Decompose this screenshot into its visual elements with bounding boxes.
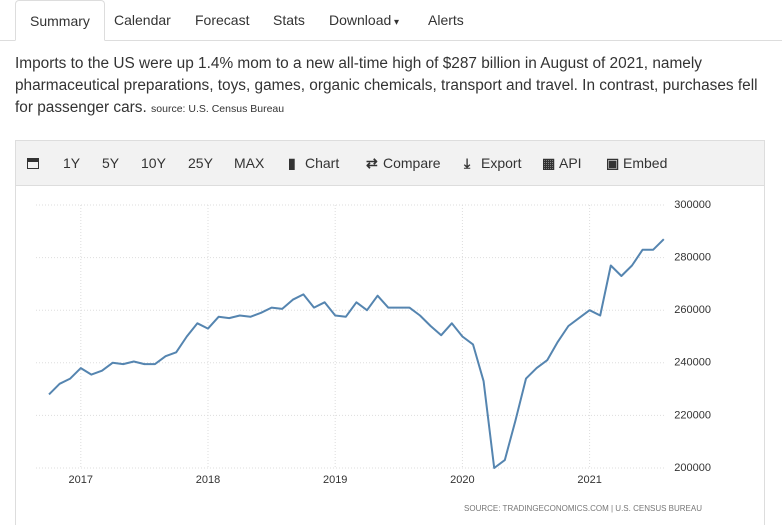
tool-icon: ▦ xyxy=(542,155,556,171)
chart-panel: 1Y 5Y 10Y 25Y MAX ▮ Chart ⇄ Compare ⤓ Export ▦ API ▣ E… xyxy=(15,140,765,525)
y-tick-label: 200000 xyxy=(674,462,711,474)
tool-button[interactable]: Embed xyxy=(623,155,668,171)
data-line xyxy=(48,238,665,469)
dropdown-caret: ▾ xyxy=(391,17,400,28)
tool-icon: ⇄ xyxy=(366,155,378,171)
nav-tab[interactable]: Alerts xyxy=(428,12,464,28)
nav-tab[interactable]: Forecast xyxy=(195,12,250,28)
y-tick-label: 300000 xyxy=(674,199,711,211)
tab-bar: Summary Calendar Forecast Stats Download ▾ Al… xyxy=(0,0,782,41)
range-button[interactable]: 25Y xyxy=(188,155,213,171)
nav-tab[interactable]: Summary xyxy=(15,0,105,41)
nav-tab[interactable]: Download ▾ xyxy=(329,12,400,28)
tool-button[interactable]: Export xyxy=(481,155,522,171)
toolbar: 1Y 5Y 10Y 25Y MAX ▮ Chart ⇄ Compare ⤓ Export ▦ API ▣ E… xyxy=(16,141,764,186)
y-tick-label: 280000 xyxy=(674,252,711,264)
x-tick-label: 2018 xyxy=(196,474,220,486)
range-button[interactable]: 10Y xyxy=(141,155,166,171)
y-tick-label: 240000 xyxy=(674,357,711,369)
x-tick-label: 2019 xyxy=(323,474,347,486)
tool-button[interactable]: API xyxy=(559,155,582,171)
tool-icon: ⤓ xyxy=(464,155,471,171)
chart: 200000 220000 240000 260000 280000 300000 2017… xyxy=(36,199,711,513)
range-button[interactable]: 1Y xyxy=(63,155,81,171)
tool-icon: ▮ xyxy=(288,155,296,171)
chart-source: SOURCE: TRADINGECONOMICS.COM | U.S. CENS… xyxy=(464,504,702,513)
y-tick-label: 260000 xyxy=(674,304,711,316)
source-note: source: U.S. Census Bureau xyxy=(151,103,285,115)
range-button[interactable]: MAX xyxy=(234,155,265,171)
tool-button[interactable]: Chart xyxy=(305,155,340,171)
y-tick-label: 220000 xyxy=(674,409,711,421)
x-tick-label: 2017 xyxy=(69,474,93,486)
x-tick-label: 2021 xyxy=(577,474,601,486)
nav-tab[interactable]: Calendar xyxy=(114,12,171,28)
description-text: Imports to the US were up 1.4% mom to a … xyxy=(15,55,758,116)
nav-tab[interactable]: Stats xyxy=(273,12,305,28)
description: Imports to the US were up 1.4% mom to a … xyxy=(15,53,770,120)
tool-icon: ▣ xyxy=(606,155,620,171)
range-button[interactable]: 5Y xyxy=(102,155,120,171)
calendar-icon[interactable] xyxy=(26,156,40,170)
x-tick-label: 2020 xyxy=(450,474,474,486)
tool-button[interactable]: Compare xyxy=(383,155,441,171)
